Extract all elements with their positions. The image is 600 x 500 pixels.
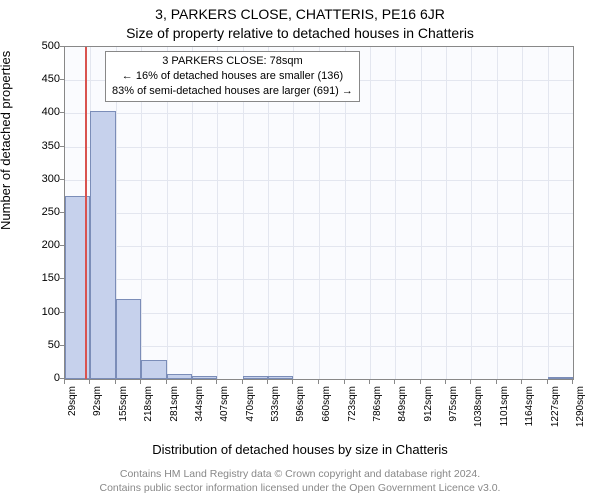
histogram-bar	[243, 376, 268, 379]
gridline-v	[446, 47, 447, 379]
property-marker-line	[85, 47, 87, 379]
footer-copyright-2: Contains public sector information licen…	[0, 482, 600, 494]
histogram-bar	[268, 376, 293, 379]
gridline-v	[471, 47, 472, 379]
x-tick-label: 912sqm	[423, 386, 434, 446]
x-tick-mark	[470, 380, 471, 384]
x-tick-label: 849sqm	[397, 386, 408, 446]
y-tick-mark	[60, 46, 64, 47]
x-tick-label: 1101sqm	[499, 386, 510, 446]
y-tick-label: 500	[20, 40, 60, 52]
page-subtitle: Size of property relative to detached ho…	[0, 25, 600, 41]
page-title-address: 3, PARKERS CLOSE, CHATTERIS, PE16 6JR	[0, 6, 600, 22]
x-tick-label: 533sqm	[270, 386, 281, 446]
annotation-box: 3 PARKERS CLOSE: 78sqm← 16% of detached …	[105, 51, 360, 102]
x-tick-mark	[64, 380, 65, 384]
gridline-v	[497, 47, 498, 379]
x-tick-mark	[394, 380, 395, 384]
x-tick-mark	[166, 380, 167, 384]
y-tick-label: 0	[20, 372, 60, 384]
x-tick-label: 723sqm	[347, 386, 358, 446]
x-tick-label: 155sqm	[118, 386, 129, 446]
x-tick-mark	[420, 380, 421, 384]
histogram-plot-area: 3 PARKERS CLOSE: 78sqm← 16% of detached …	[64, 46, 574, 380]
y-tick-label: 200	[20, 239, 60, 251]
gridline-v	[370, 47, 371, 379]
y-tick-mark	[60, 378, 64, 379]
annotation-line-2: ← 16% of detached houses are smaller (13…	[112, 69, 353, 84]
x-tick-mark	[89, 380, 90, 384]
y-tick-mark	[60, 112, 64, 113]
y-tick-label: 400	[20, 106, 60, 118]
histogram-bar	[548, 377, 573, 379]
annotation-line-3: 83% of semi-detached houses are larger (…	[112, 84, 353, 99]
y-tick-mark	[60, 79, 64, 80]
y-tick-mark	[60, 245, 64, 246]
x-tick-mark	[267, 380, 268, 384]
histogram-bar	[116, 299, 141, 379]
y-tick-mark	[60, 179, 64, 180]
x-tick-label: 786sqm	[372, 386, 383, 446]
gridline-v	[421, 47, 422, 379]
x-tick-label: 1227sqm	[550, 386, 561, 446]
x-tick-mark	[115, 380, 116, 384]
x-tick-label: 470sqm	[245, 386, 256, 446]
x-tick-label: 92sqm	[92, 386, 103, 446]
y-axis-label: Number of detached properties	[0, 51, 13, 230]
y-tick-label: 150	[20, 272, 60, 284]
x-tick-label: 29sqm	[67, 386, 78, 446]
x-tick-mark	[140, 380, 141, 384]
y-tick-mark	[60, 212, 64, 213]
x-tick-mark	[318, 380, 319, 384]
x-tick-mark	[369, 380, 370, 384]
x-tick-mark	[292, 380, 293, 384]
x-tick-label: 596sqm	[295, 386, 306, 446]
gridline-v	[395, 47, 396, 379]
gridline-v	[548, 47, 549, 379]
x-tick-mark	[344, 380, 345, 384]
histogram-bar	[192, 376, 217, 379]
x-tick-label: 281sqm	[169, 386, 180, 446]
annotation-line-1: 3 PARKERS CLOSE: 78sqm	[112, 54, 353, 69]
x-tick-mark	[216, 380, 217, 384]
x-tick-label: 1290sqm	[575, 386, 586, 446]
x-axis-label: Distribution of detached houses by size …	[0, 442, 600, 457]
footer-copyright-1: Contains HM Land Registry data © Crown c…	[0, 468, 600, 480]
x-tick-label: 975sqm	[448, 386, 459, 446]
y-tick-mark	[60, 345, 64, 346]
y-tick-mark	[60, 312, 64, 313]
y-tick-label: 250	[20, 206, 60, 218]
x-tick-label: 344sqm	[194, 386, 205, 446]
x-tick-label: 1164sqm	[524, 386, 535, 446]
y-tick-label: 300	[20, 173, 60, 185]
x-tick-label: 660sqm	[321, 386, 332, 446]
x-tick-mark	[572, 380, 573, 384]
y-tick-label: 50	[20, 339, 60, 351]
x-tick-mark	[242, 380, 243, 384]
x-tick-label: 218sqm	[143, 386, 154, 446]
y-tick-mark	[60, 146, 64, 147]
x-tick-mark	[445, 380, 446, 384]
x-tick-mark	[191, 380, 192, 384]
histogram-bar	[141, 360, 166, 379]
x-tick-label: 1038sqm	[473, 386, 484, 446]
gridline-v	[522, 47, 523, 379]
y-tick-label: 450	[20, 73, 60, 85]
x-tick-mark	[496, 380, 497, 384]
histogram-bar	[90, 111, 115, 379]
x-tick-mark	[547, 380, 548, 384]
x-tick-mark	[521, 380, 522, 384]
x-tick-label: 407sqm	[219, 386, 230, 446]
y-tick-mark	[60, 278, 64, 279]
y-tick-label: 100	[20, 306, 60, 318]
histogram-bar	[167, 374, 192, 379]
y-tick-label: 350	[20, 140, 60, 152]
